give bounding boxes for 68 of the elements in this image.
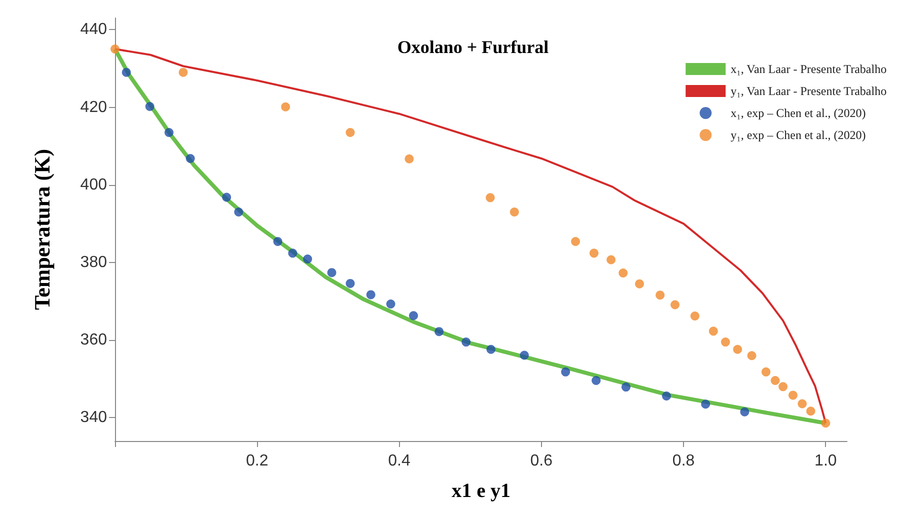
point bbox=[510, 208, 519, 217]
x-tick-label: 0.8 bbox=[672, 452, 695, 470]
point bbox=[288, 248, 298, 258]
point bbox=[434, 327, 444, 336]
x-tick-label: 0.4 bbox=[388, 452, 410, 470]
y-tick-label: 340 bbox=[80, 409, 108, 426]
point bbox=[590, 248, 598, 258]
y-tick-label: 420 bbox=[80, 98, 108, 116]
point bbox=[708, 326, 718, 336]
y-axis-title: Temperatura (K) bbox=[30, 148, 54, 310]
point bbox=[386, 300, 396, 309]
point bbox=[346, 128, 355, 137]
point bbox=[303, 254, 312, 264]
y-tick-label: 400 bbox=[80, 176, 108, 194]
point bbox=[798, 399, 807, 408]
point bbox=[618, 268, 628, 278]
legend-label: y₁, exp – Chen et al., (2020) bbox=[730, 128, 866, 142]
point bbox=[740, 407, 750, 416]
point bbox=[690, 312, 700, 321]
point bbox=[670, 300, 680, 310]
point bbox=[408, 311, 418, 320]
point bbox=[606, 255, 616, 264]
text: Oxolano + Furfural bbox=[397, 37, 549, 57]
point bbox=[770, 376, 780, 385]
x-tick-label: 1.0 bbox=[814, 452, 837, 470]
x-tick-label: 0.2 bbox=[246, 452, 268, 470]
point bbox=[806, 406, 816, 416]
legend-label: y₁, Van Laar - Presente Trabalho bbox=[730, 84, 887, 98]
point bbox=[273, 237, 282, 246]
point bbox=[621, 382, 630, 392]
point bbox=[520, 350, 529, 360]
point bbox=[281, 102, 290, 112]
point bbox=[486, 344, 496, 354]
y-tick-label: 360 bbox=[80, 332, 108, 349]
legend-label: x₁, Van Laar - Presente Trabalho bbox=[730, 62, 887, 76]
point bbox=[561, 367, 570, 376]
point bbox=[145, 102, 154, 111]
legend-label: x₁, exp – Chen et al., (2020) bbox=[730, 106, 866, 120]
point bbox=[366, 290, 376, 300]
y-tick-label: 380 bbox=[80, 254, 108, 271]
point bbox=[701, 400, 710, 409]
point bbox=[462, 338, 471, 347]
point bbox=[778, 382, 788, 392]
point bbox=[788, 390, 798, 400]
point bbox=[327, 268, 336, 278]
point bbox=[747, 351, 756, 360]
point bbox=[733, 344, 742, 354]
x-tick-label: 0.6 bbox=[530, 452, 553, 470]
point bbox=[634, 279, 644, 288]
point bbox=[222, 192, 232, 202]
point bbox=[592, 376, 601, 385]
point bbox=[571, 237, 580, 246]
point bbox=[656, 290, 665, 300]
point bbox=[486, 193, 495, 202]
point bbox=[164, 128, 174, 137]
point bbox=[404, 154, 414, 164]
point bbox=[178, 68, 188, 77]
x-axis-title: x1 e y1 bbox=[452, 480, 510, 502]
point bbox=[821, 418, 830, 428]
point bbox=[720, 338, 730, 347]
point bbox=[346, 278, 355, 288]
point bbox=[234, 208, 244, 217]
point bbox=[110, 44, 120, 54]
point bbox=[662, 391, 671, 400]
y-tick-label: 440 bbox=[80, 21, 108, 38]
point bbox=[186, 154, 195, 163]
point bbox=[122, 68, 131, 77]
point bbox=[761, 367, 770, 376]
